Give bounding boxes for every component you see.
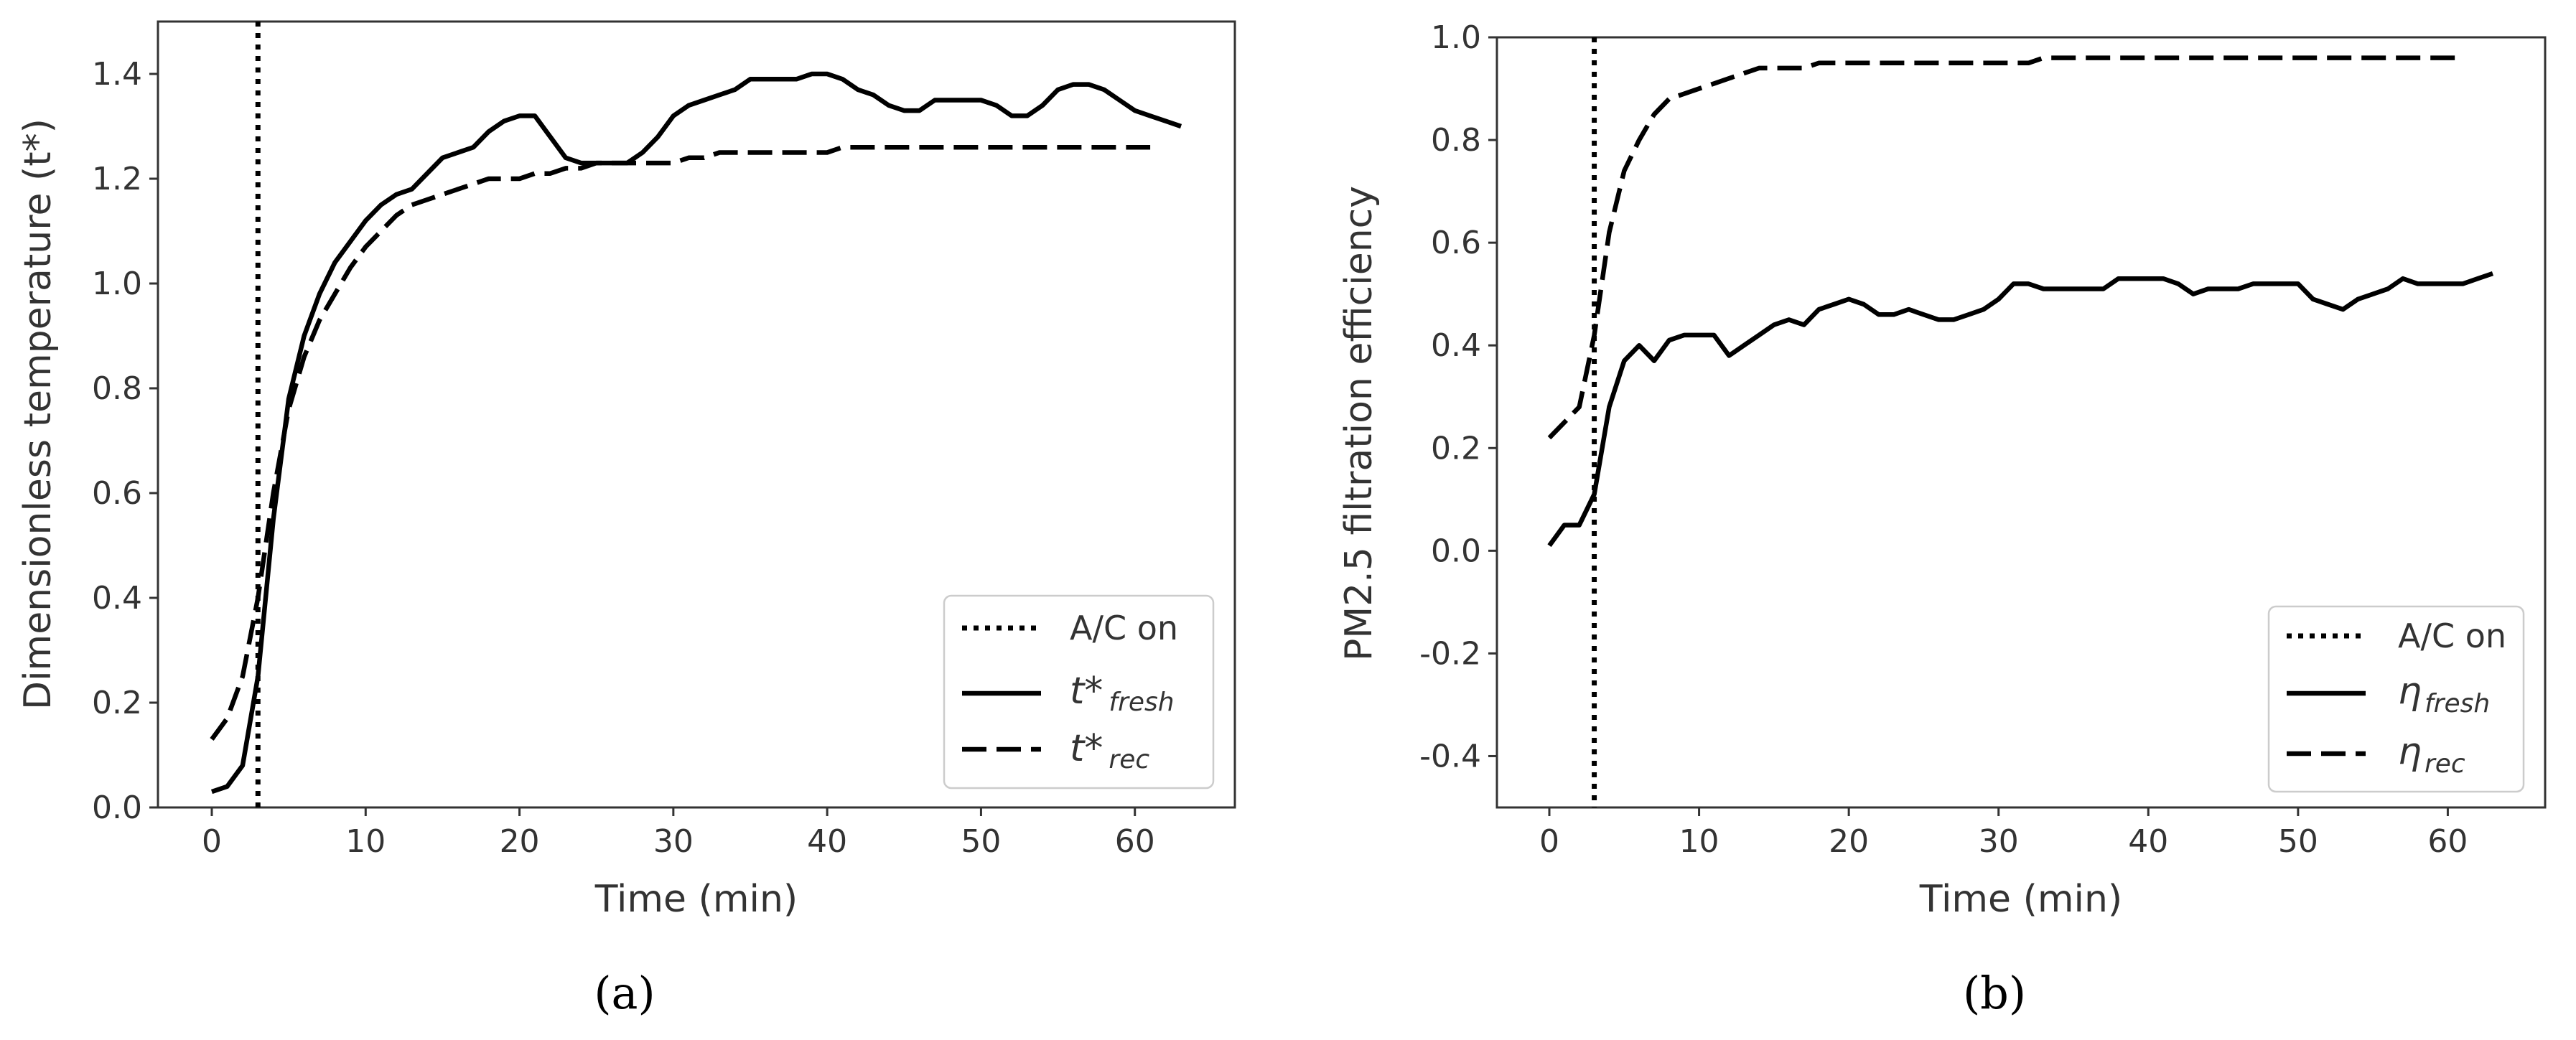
x-axis-label: Time (min) (1919, 878, 2122, 921)
panel-label-a: (a) (594, 967, 655, 1019)
legend-label-t-rec: t* rec (1070, 727, 1149, 774)
legend: A/C on t* fresh t* rec (943, 594, 1215, 790)
x-tick-label: 0 (202, 823, 222, 860)
x-tick-label: 50 (961, 823, 1001, 860)
x-tick-label: 50 (2278, 823, 2318, 860)
y-axis-label: PM2.5 filtration efficiency (1338, 186, 1381, 661)
x-tick-label: 40 (807, 823, 847, 860)
legend: A/C on η fresh η rec (2267, 605, 2525, 793)
x-tick-label: 20 (1829, 823, 1869, 860)
x-tick-label: 10 (345, 823, 386, 860)
series-layer (210, 71, 1182, 795)
x-tick-label: 30 (1979, 823, 2019, 860)
x-tick-label: 60 (1115, 823, 1155, 860)
legend-label-ac-on: A/C on (1070, 609, 1178, 647)
y-tick-label: 1.0 (1431, 19, 1481, 56)
x-axis-label: Time (min) (594, 878, 798, 921)
x-tick-label: 20 (500, 823, 540, 860)
series-layer (1547, 55, 2494, 548)
chart-dimensionless-temperature: 0 10 20 30 40 50 60 0.0 0.2 0.4 0.6 0.8 1.0 1.2 1.4 T… (17, 20, 1236, 1019)
y-axis-ticks: -0.4 -0.2 0.0 0.2 0.4 0.6 0.8 1.0 (1419, 19, 1497, 774)
y-tick-label: 0.8 (1431, 122, 1481, 159)
series-line-t-fresh (210, 71, 1182, 795)
legend-box (943, 594, 1215, 790)
legend-label-eta-fresh: η fresh (2398, 670, 2490, 718)
x-tick-label: 10 (1679, 823, 1719, 860)
y-tick-label: 0.8 (92, 370, 142, 407)
plot-area-frame (157, 20, 1236, 809)
series-line-eta-fresh (1547, 271, 2494, 548)
y-tick-label: 0.0 (1431, 533, 1481, 569)
x-axis-ticks: 0 10 20 30 40 50 60 (202, 807, 1155, 860)
x-tick-label: 30 (653, 823, 694, 860)
legend-label-eta-rec: η rec (2398, 730, 2465, 779)
x-axis-ticks: 0 10 20 30 40 50 60 (1539, 807, 2468, 860)
y-tick-label: 0.6 (1431, 225, 1481, 261)
y-tick-label: 0.2 (92, 685, 142, 721)
y-tick-label: 0.6 (92, 475, 142, 512)
x-tick-label: 40 (2128, 823, 2168, 860)
y-tick-label: 0.4 (92, 580, 142, 617)
legend-box (2267, 605, 2525, 793)
legend-label-t-fresh: t* fresh (1070, 670, 1175, 717)
series-line-eta-rec (1547, 55, 2463, 440)
chart-pm25-filtration-efficiency: 0 10 20 30 40 50 60 -0.4 -0.2 0.0 0.2 0.4 0.6 0.8 1.0… (1338, 19, 2547, 1019)
y-tick-label: 1.0 (92, 266, 142, 302)
y-axis-label: Dimensionless temperature (t*) (17, 118, 60, 710)
y-tick-label: 0.4 (1431, 327, 1481, 364)
x-tick-label: 0 (1539, 823, 1559, 860)
y-tick-label: 1.4 (92, 56, 142, 93)
x-tick-label: 60 (2427, 823, 2468, 860)
panel-label-b: (b) (1963, 967, 2026, 1019)
y-axis-ticks: 0.0 0.2 0.4 0.6 0.8 1.0 1.2 1.4 (92, 56, 158, 826)
legend-label-ac-on: A/C on (2398, 617, 2506, 655)
y-tick-label: 0.0 (92, 790, 142, 826)
y-tick-label: -0.4 (1419, 738, 1481, 774)
y-tick-label: 0.2 (1431, 430, 1481, 467)
series-line-t-rec (210, 144, 1151, 741)
plot-area-frame (1495, 36, 2547, 809)
y-tick-label: -0.2 (1419, 635, 1481, 672)
y-tick-label: 1.2 (92, 161, 142, 197)
